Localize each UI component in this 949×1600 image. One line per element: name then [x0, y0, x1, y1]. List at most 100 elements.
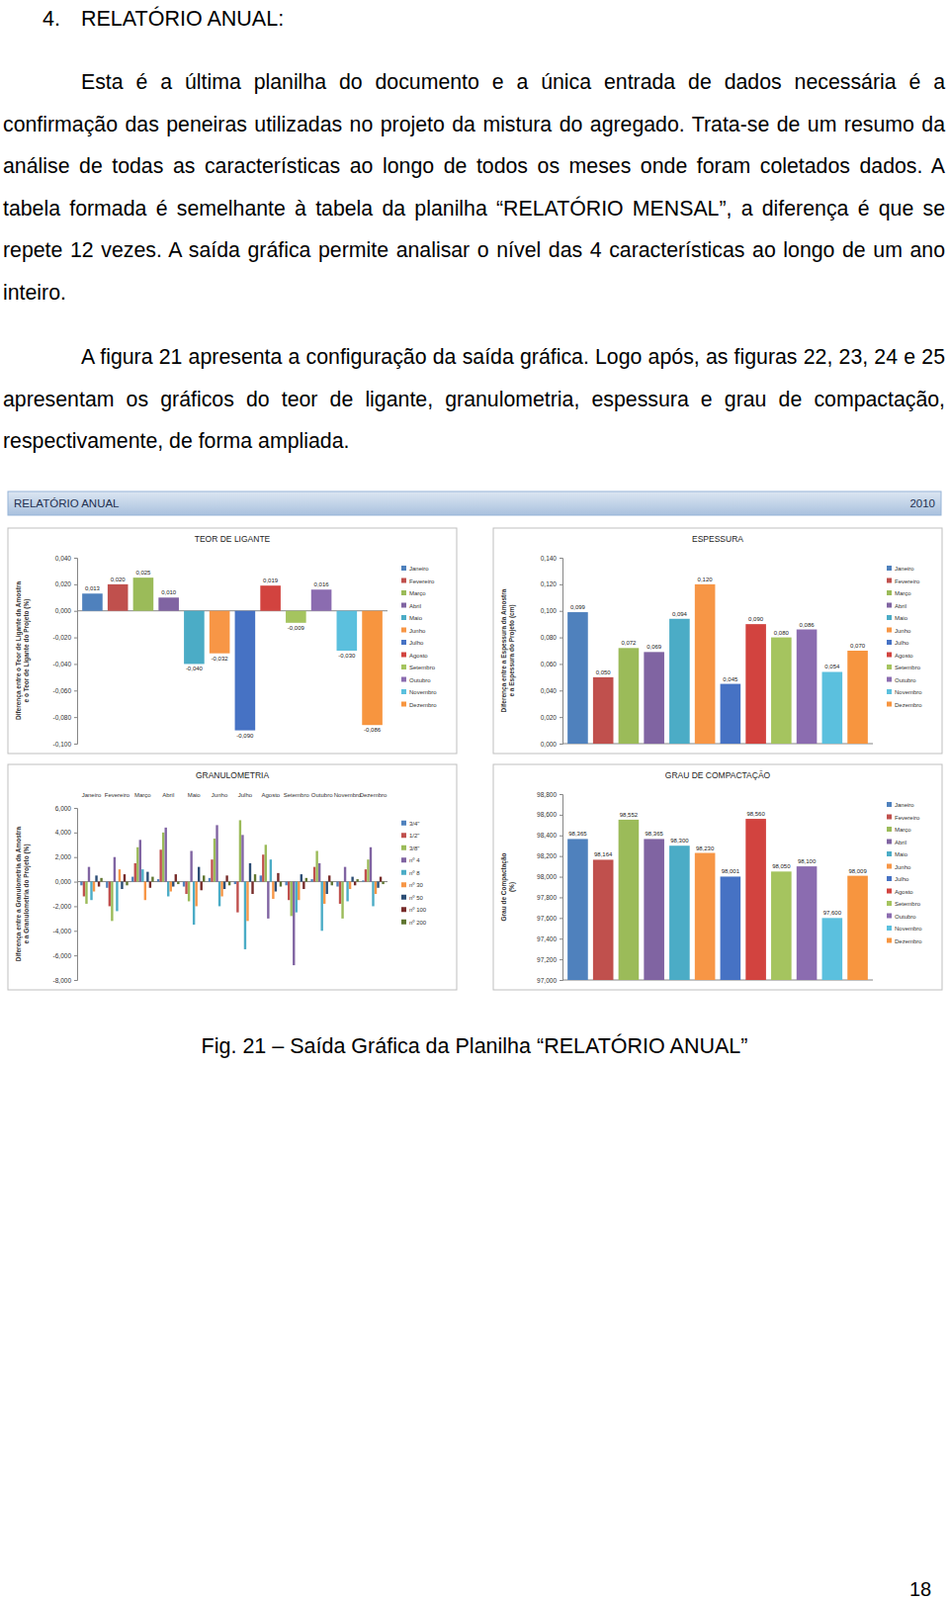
legend-label: Novembro — [894, 689, 923, 695]
bar — [120, 881, 123, 889]
bar — [323, 881, 326, 904]
data-label: 98,050 — [772, 862, 791, 869]
bar — [269, 859, 272, 881]
bar — [271, 881, 274, 899]
bar — [305, 877, 308, 882]
bar — [694, 584, 716, 744]
bar — [228, 881, 231, 886]
legend-label: nº 50 — [409, 894, 425, 901]
bar — [82, 593, 103, 610]
bar — [202, 874, 205, 881]
bar — [118, 868, 121, 881]
chart-title: GRANULOMETRIA — [195, 770, 269, 780]
y-tick-mark — [74, 557, 78, 559]
bar — [239, 819, 242, 881]
x-tick: Janeiro — [82, 791, 102, 800]
bar — [264, 844, 267, 881]
figure: RELATÓRIO ANUAL2010TEOR DE LIGANTEDifere… — [0, 0, 949, 1600]
y-tick-mark — [74, 905, 78, 907]
bar — [141, 868, 144, 881]
bar — [151, 876, 154, 882]
bar — [133, 577, 155, 611]
y-tick: 2,000 — [55, 853, 78, 861]
y-axis-title: Diferença entre a Espessura da Amostrae … — [500, 588, 517, 712]
bar — [259, 585, 281, 611]
x-tick-label: Outubro — [311, 791, 334, 798]
legend-swatch — [886, 839, 892, 845]
y-tick-label: 97,600 — [536, 914, 557, 922]
legend-label: Setembro — [409, 664, 436, 671]
bar — [105, 881, 108, 888]
bar — [350, 876, 353, 882]
legend-label: Julho — [894, 875, 910, 882]
x-tick-label: Julho — [238, 791, 254, 798]
legend-label: nº 8 — [409, 869, 421, 876]
y-tick-label: -0,020 — [53, 633, 73, 641]
bar — [847, 650, 868, 744]
bar — [99, 877, 102, 882]
panel-frame — [7, 764, 457, 990]
legend: 3/4"1/2"3/8"nº 4nº 8nº 30nº 50nº 100nº 2… — [401, 820, 428, 926]
legend-label: Dezembro — [894, 938, 923, 945]
y-tick-mark — [74, 637, 78, 639]
bar — [254, 873, 257, 881]
panel-frame — [493, 527, 943, 754]
data-label: 0,086 — [799, 621, 816, 628]
y-tick: -0,100 — [53, 740, 78, 748]
legend-label: Junho — [894, 863, 912, 870]
chart-panel: GRANULOMETRIADiferença entre a Granulome… — [7, 764, 457, 990]
y-tick-mark — [559, 610, 563, 612]
legend-label: nº 30 — [409, 881, 425, 888]
legend: JaneiroFevereiroMarçoAbrilMaioJunhoJulho… — [886, 801, 923, 945]
bar — [771, 870, 792, 980]
bar — [643, 651, 665, 744]
bar — [337, 610, 358, 651]
bar — [234, 881, 237, 884]
bar — [170, 881, 173, 892]
y-tick-mark — [559, 979, 563, 981]
bar — [311, 589, 333, 610]
data-label: 0,090 — [748, 615, 765, 622]
y-tick: -4,000 — [53, 927, 78, 935]
legend-label: Dezembro — [894, 701, 923, 708]
bar — [220, 881, 223, 897]
y-tick-mark — [74, 857, 78, 859]
data-label: 98,300 — [670, 837, 690, 844]
y-tick: 98,800 — [536, 790, 563, 798]
banner-title: RELATÓRIO ANUAL — [13, 497, 120, 510]
y-axis: 0,0000,0200,0400,0600,0800,1000,1200,140 — [540, 554, 564, 748]
bar — [251, 881, 254, 894]
bar — [241, 834, 244, 881]
chart-title: TEOR DE LIGANTE — [194, 533, 271, 544]
x-tick-label: Agosto — [261, 791, 281, 798]
bar — [136, 847, 139, 882]
y-tick-mark — [559, 958, 563, 960]
y-axis-line — [559, 558, 564, 745]
bar — [110, 881, 113, 922]
y-tick-mark — [74, 881, 78, 883]
bar — [215, 824, 218, 881]
bar — [184, 881, 187, 894]
legend-swatch — [886, 627, 892, 633]
y-tick-label: -2,000 — [53, 902, 73, 910]
legend-label: Julho — [894, 639, 910, 646]
panel-frame — [7, 527, 457, 754]
bar — [249, 862, 252, 882]
bar — [315, 851, 318, 882]
chart-title: ESPESSURA — [691, 533, 744, 544]
bar — [287, 881, 290, 901]
bar — [285, 610, 307, 623]
bar — [771, 637, 792, 744]
legend-swatch — [401, 627, 407, 633]
data-label: -0,086 — [363, 726, 382, 733]
page-number: 18 — [909, 1575, 932, 1600]
data-label: 98,100 — [797, 858, 817, 864]
bar — [187, 881, 190, 902]
legend-label: Setembro — [894, 664, 922, 671]
y-tick: 0,140 — [540, 554, 563, 562]
legend: JaneiroFevereiroMarçoAbrilMaioJunhoJulho… — [886, 565, 923, 708]
y-tick: 97,000 — [536, 976, 563, 984]
y-tick-mark — [559, 793, 563, 795]
y-tick-mark — [559, 814, 563, 816]
bar — [618, 647, 640, 744]
